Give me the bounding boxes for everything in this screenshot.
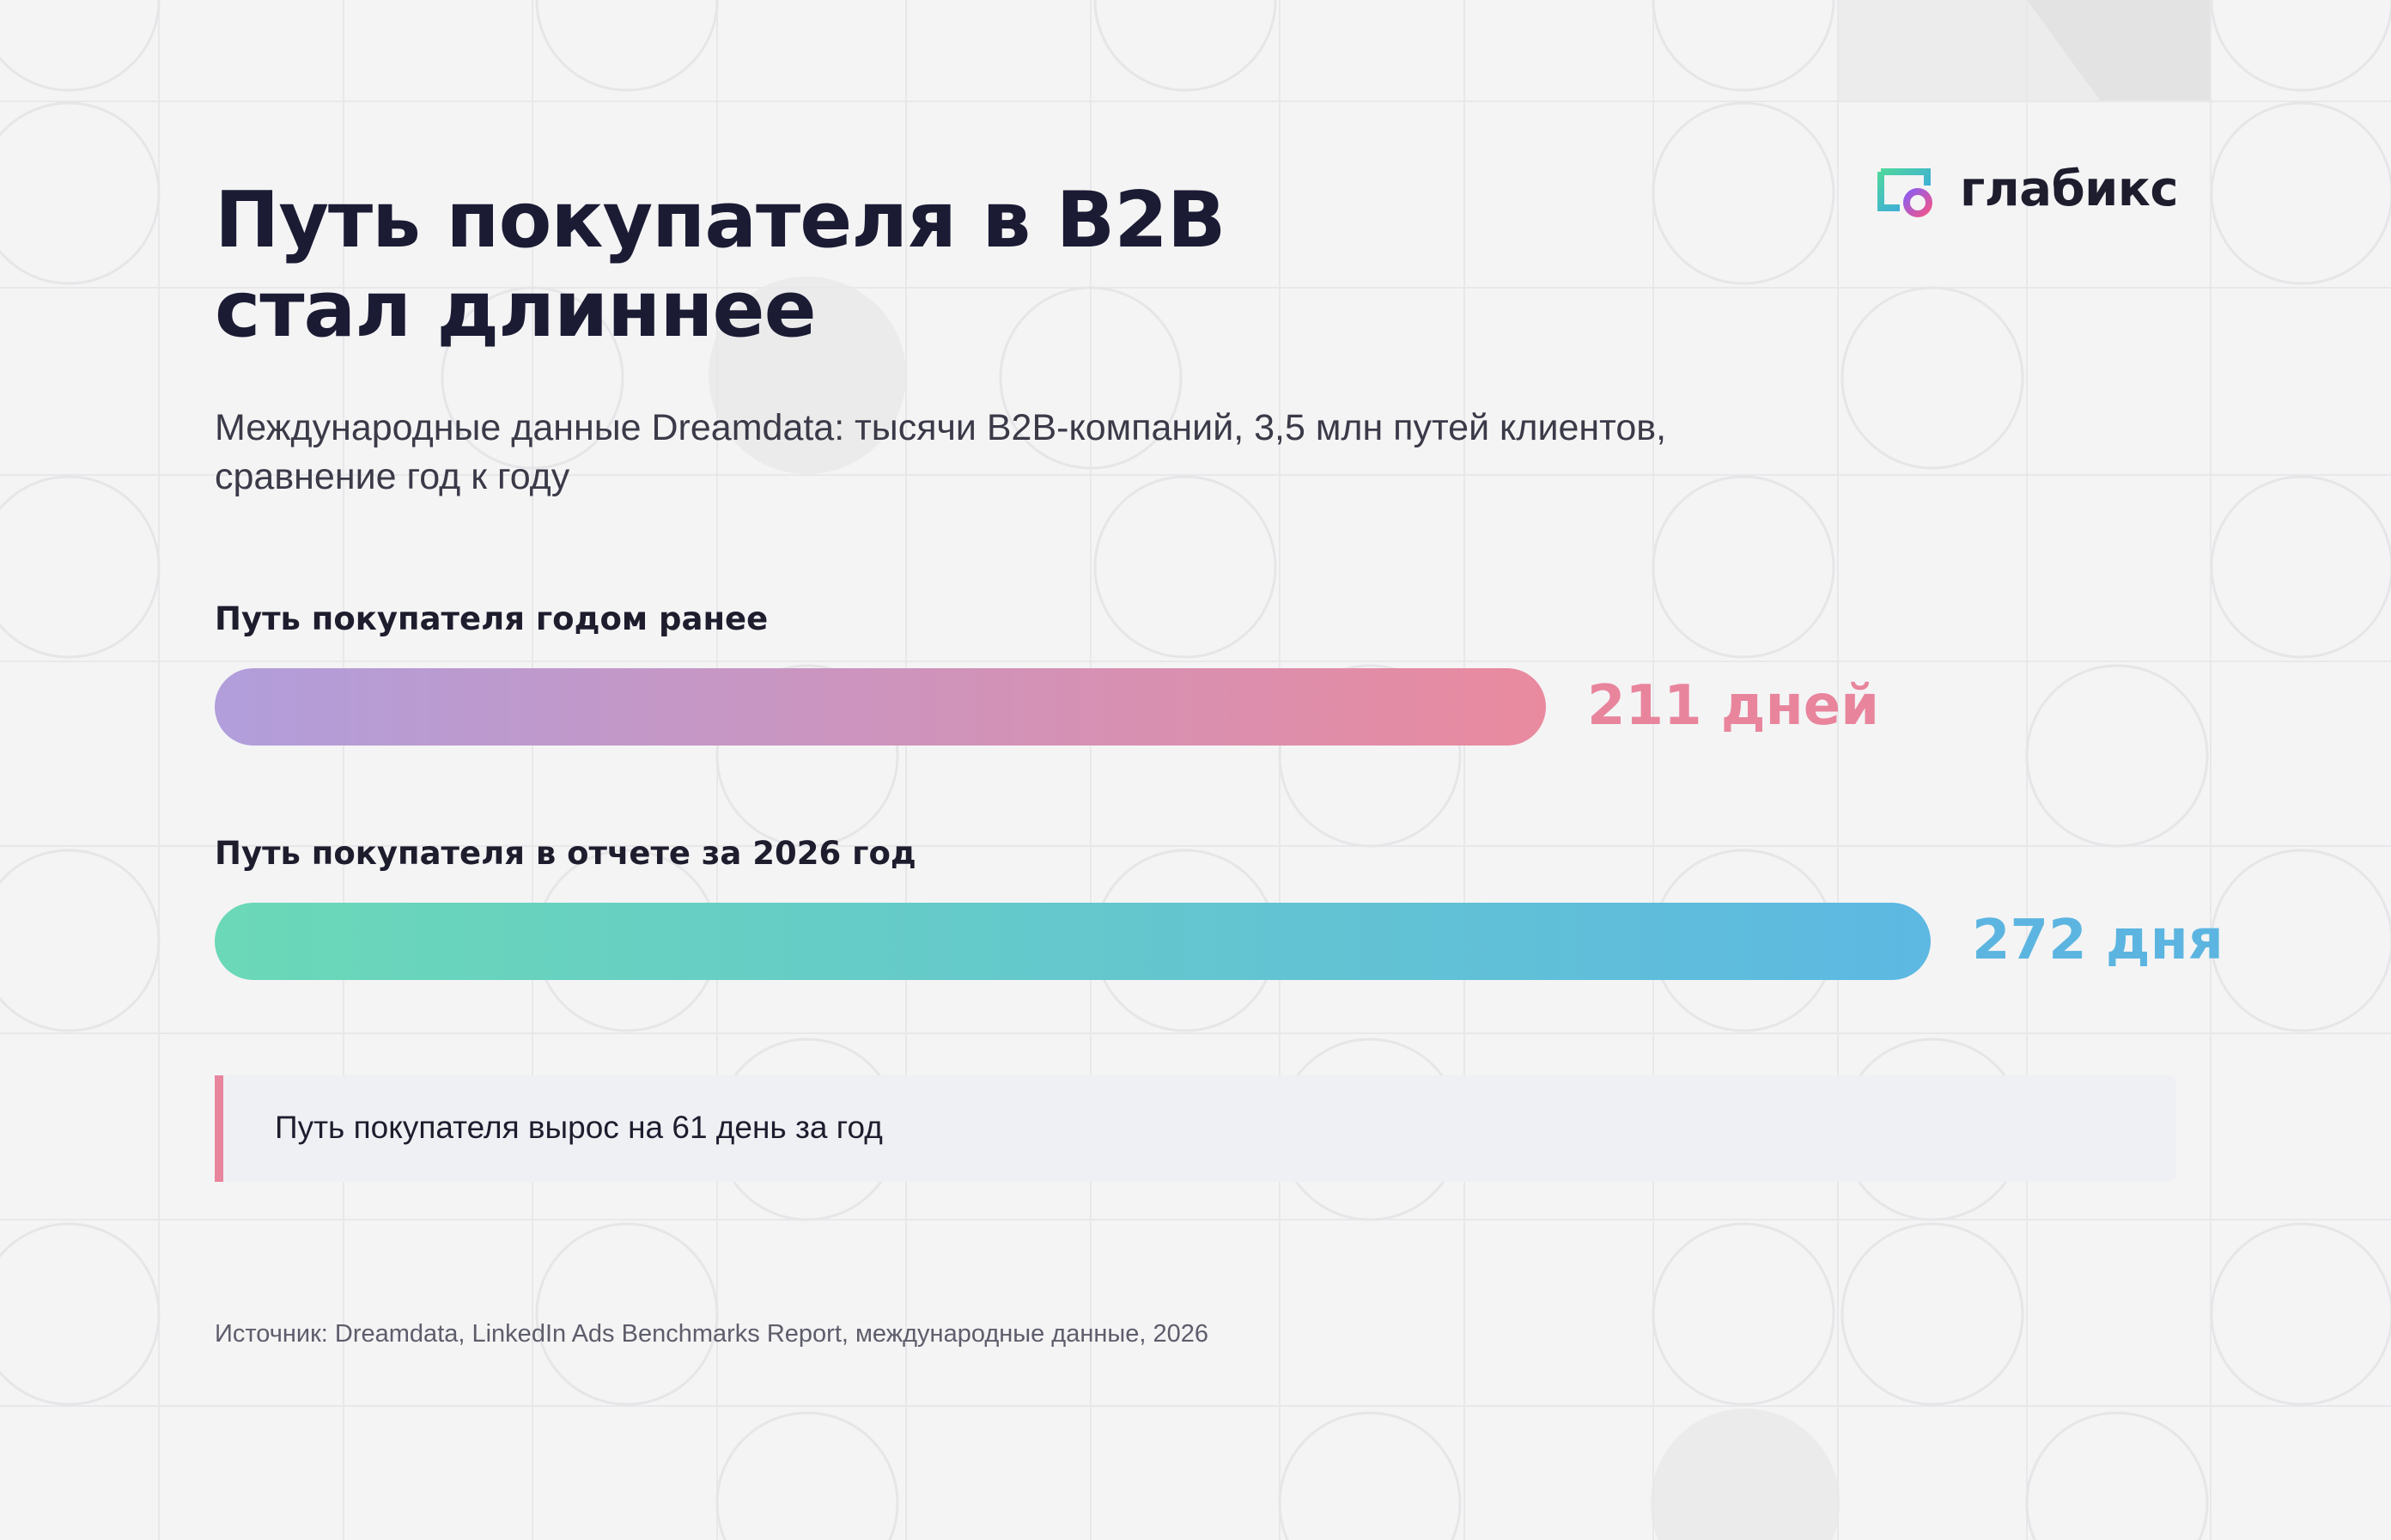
glabix-logo-icon bbox=[1877, 168, 1932, 217]
bar-value-report-2026: 272 дня bbox=[1972, 909, 2224, 972]
bar-previous-year bbox=[215, 668, 1546, 746]
subtitle: Международные данные Dreamdata: тысячи B… bbox=[215, 407, 1667, 497]
bar-label-previous-year: Путь покупателя годом ранее bbox=[215, 600, 769, 637]
callout-text: Путь покупателя вырос на 61 день за год bbox=[275, 1110, 883, 1145]
page-title: Путь покупателя в B2B стал длиннее bbox=[215, 175, 1226, 355]
brand-logo[interactable]: глабикс bbox=[1877, 161, 2179, 218]
bar-report-2026 bbox=[215, 903, 1931, 980]
bar-value-previous-year: 211 дней bbox=[1587, 674, 1880, 738]
callout-accent-bar bbox=[215, 1075, 223, 1182]
title-line-1: Путь покупателя в B2B bbox=[215, 175, 1226, 265]
brand-name: глабикс bbox=[1960, 161, 2179, 217]
callout-box: Путь покупателя вырос на 61 день за год bbox=[215, 1075, 2176, 1182]
title-line-2: стал длиннее bbox=[215, 265, 817, 355]
bar-label-report-2026: Путь покупателя в отчете за 2026 год bbox=[215, 835, 916, 872]
source-note: Источник: Dreamdata, LinkedIn Ads Benchm… bbox=[215, 1320, 1208, 1348]
